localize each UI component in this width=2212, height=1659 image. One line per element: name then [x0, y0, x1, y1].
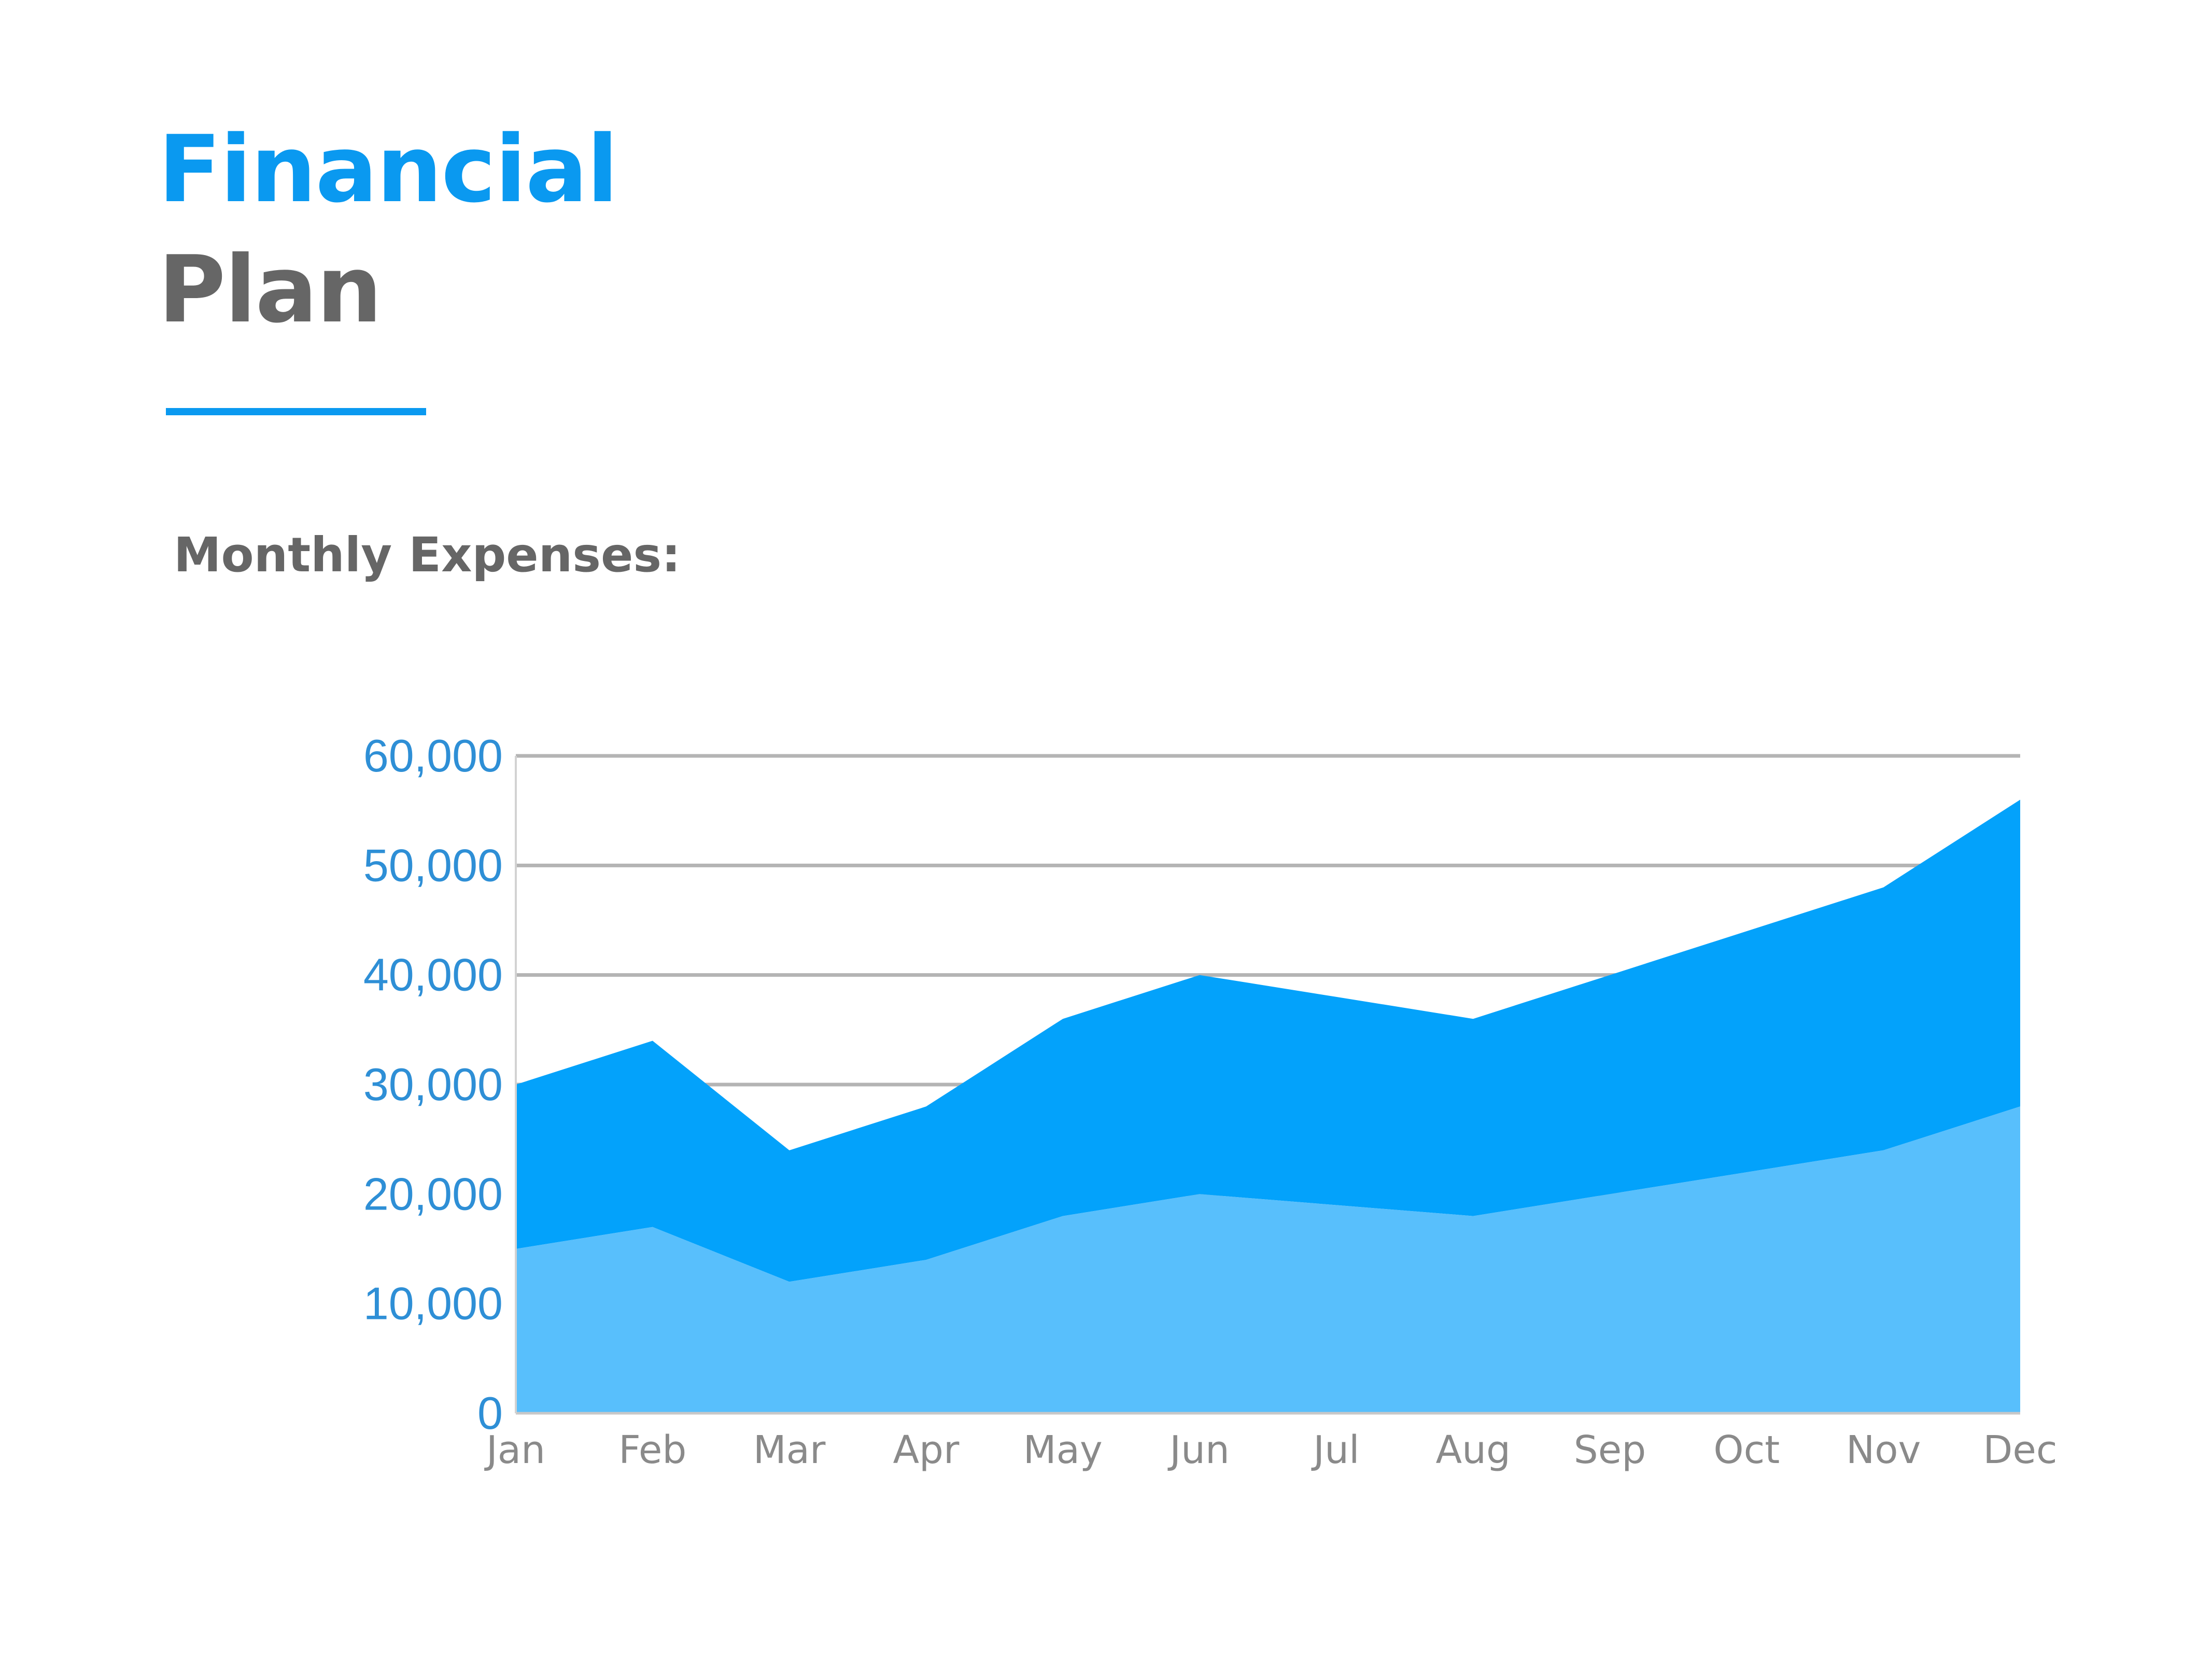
y-tick-label: 20,000: [363, 1168, 503, 1219]
area-series: [516, 799, 2020, 1413]
x-tick-label: Nov: [1846, 1428, 1921, 1472]
x-tick-label: May: [1023, 1428, 1103, 1472]
y-tick-label: 60,000: [363, 730, 503, 781]
x-tick-label: Oct: [1713, 1428, 1780, 1472]
x-tick-label: Jun: [1167, 1428, 1230, 1472]
x-tick-label: Aug: [1435, 1428, 1511, 1472]
title-underline: [166, 408, 426, 415]
y-tick-labels: 0 10,000 20,000 30,000 40,000 50,000 60,000: [363, 730, 503, 1439]
x-tick-labels: Jan Feb Mar Apr May Jun Jul Aug Sep Oct Nov Dec: [484, 1428, 2058, 1472]
title-plan: Plan: [158, 236, 382, 343]
x-tick-label: Sep: [1574, 1428, 1646, 1472]
x-tick-label: Apr: [893, 1428, 960, 1472]
x-tick-label: Feb: [618, 1428, 686, 1472]
y-tick-label: 50,000: [363, 839, 503, 891]
area-series-lower: [516, 1106, 2020, 1413]
x-tick-label: Jan: [484, 1428, 545, 1472]
y-tick-label: 30,000: [363, 1059, 503, 1110]
x-tick-label: Dec: [1983, 1428, 2057, 1472]
area-series-upper: [516, 799, 2020, 1282]
x-tick-label: Mar: [753, 1428, 826, 1472]
y-tick-label: 10,000: [363, 1278, 503, 1329]
title-financial: Financial: [158, 116, 618, 223]
y-tick-label: 0: [477, 1387, 503, 1439]
x-tick-label: Jul: [1311, 1428, 1359, 1472]
chart-subtitle: Monthly Expenses:: [174, 527, 681, 583]
axes: [515, 756, 2020, 1415]
y-tick-label: 40,000: [363, 949, 503, 1001]
